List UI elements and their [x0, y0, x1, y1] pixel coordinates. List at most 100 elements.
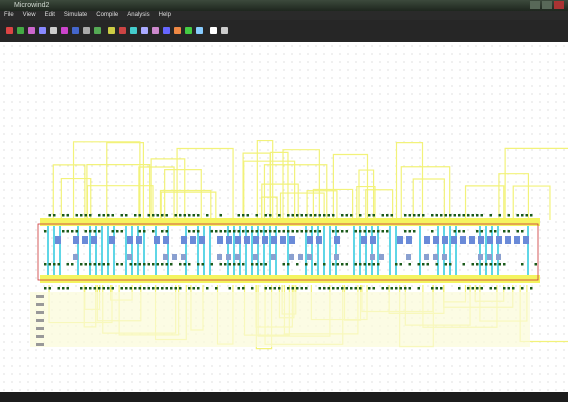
contact: [323, 287, 326, 290]
contact: [273, 230, 276, 233]
tool-button[interactable]: [108, 27, 115, 34]
io-pin: [36, 327, 44, 330]
contact: [341, 287, 344, 290]
transistor: [307, 236, 313, 244]
menu-item[interactable]: Analysis: [127, 12, 150, 18]
contact: [435, 263, 438, 266]
contact: [251, 230, 254, 233]
contact: [62, 230, 65, 233]
contact: [327, 287, 330, 290]
contact: [404, 287, 407, 290]
tool-button[interactable]: [61, 27, 68, 34]
tool-button[interactable]: [83, 27, 90, 34]
layout-canvas[interactable]: [0, 42, 568, 392]
tool-button[interactable]: [174, 27, 181, 34]
contact: [336, 230, 339, 233]
contact: [197, 230, 200, 233]
contact: [62, 214, 65, 217]
contact: [426, 263, 429, 266]
contact: [408, 287, 411, 290]
contact: [107, 263, 110, 266]
tool-button[interactable]: [50, 27, 57, 34]
contact: [255, 230, 258, 233]
routing-wire: [261, 183, 299, 220]
contact: [368, 287, 371, 290]
routing-wire: [106, 142, 145, 220]
contact: [246, 214, 249, 217]
contact: [183, 263, 186, 266]
tool-button[interactable]: [17, 27, 24, 34]
contact: [449, 263, 452, 266]
menu-item[interactable]: Help: [158, 12, 171, 18]
menu-item[interactable]: View: [22, 12, 36, 18]
tool-button[interactable]: [141, 27, 148, 34]
contact: [165, 230, 168, 233]
contact: [503, 287, 506, 290]
tool-button[interactable]: [210, 27, 217, 34]
transistor: [487, 236, 493, 244]
contact: [188, 287, 191, 290]
contact: [278, 214, 281, 217]
contact: [66, 263, 69, 266]
routing-wire: [365, 189, 394, 220]
menu-item[interactable]: Edit: [44, 12, 55, 18]
contact: [516, 230, 519, 233]
contact: [359, 230, 362, 233]
contact: [359, 263, 362, 266]
contact: [300, 230, 303, 233]
routing-wire: [464, 185, 505, 220]
contact: [134, 263, 137, 266]
contact: [224, 263, 227, 266]
transistor: [199, 236, 205, 244]
contact: [161, 287, 164, 290]
transistor: [379, 254, 384, 260]
contact: [57, 263, 60, 266]
contact: [98, 214, 101, 217]
contact: [138, 263, 141, 266]
tool-button[interactable]: [28, 27, 35, 34]
contact: [161, 214, 164, 217]
contact: [98, 287, 101, 290]
routing-wire: [242, 152, 271, 220]
menu-item[interactable]: File: [4, 12, 14, 18]
contact: [480, 230, 483, 233]
contact: [170, 263, 173, 266]
transistor: [496, 254, 501, 260]
contact: [66, 287, 69, 290]
contact: [102, 263, 105, 266]
tool-button[interactable]: [185, 27, 192, 34]
contact: [345, 287, 348, 290]
menu-item[interactable]: Simulate: [63, 12, 88, 18]
routing-wire: [279, 192, 325, 220]
contact: [215, 230, 218, 233]
routing-wire: [164, 169, 202, 220]
status-bar: [0, 392, 568, 402]
close-button[interactable]: [554, 1, 564, 9]
tool-button[interactable]: [196, 27, 203, 34]
contact: [179, 214, 182, 217]
tool-button[interactable]: [6, 27, 13, 34]
tool-button[interactable]: [39, 27, 46, 34]
contact: [408, 263, 411, 266]
tool-button[interactable]: [152, 27, 159, 34]
tool-button[interactable]: [119, 27, 126, 34]
tool-button[interactable]: [72, 27, 79, 34]
contact: [260, 263, 263, 266]
contact: [287, 287, 290, 290]
tool-button[interactable]: [130, 27, 137, 34]
tool-button[interactable]: [221, 27, 228, 34]
transistor: [442, 254, 447, 260]
minimize-button[interactable]: [530, 1, 540, 9]
transistor: [424, 236, 430, 244]
maximize-button[interactable]: [542, 1, 552, 9]
contact: [174, 287, 177, 290]
contact: [120, 263, 123, 266]
contact: [219, 214, 222, 217]
contact: [161, 263, 164, 266]
tool-button[interactable]: [94, 27, 101, 34]
contact: [440, 214, 443, 217]
tool-button[interactable]: [163, 27, 170, 34]
contact: [417, 214, 420, 217]
contact: [111, 287, 114, 290]
menu-item[interactable]: Compile: [96, 12, 119, 18]
